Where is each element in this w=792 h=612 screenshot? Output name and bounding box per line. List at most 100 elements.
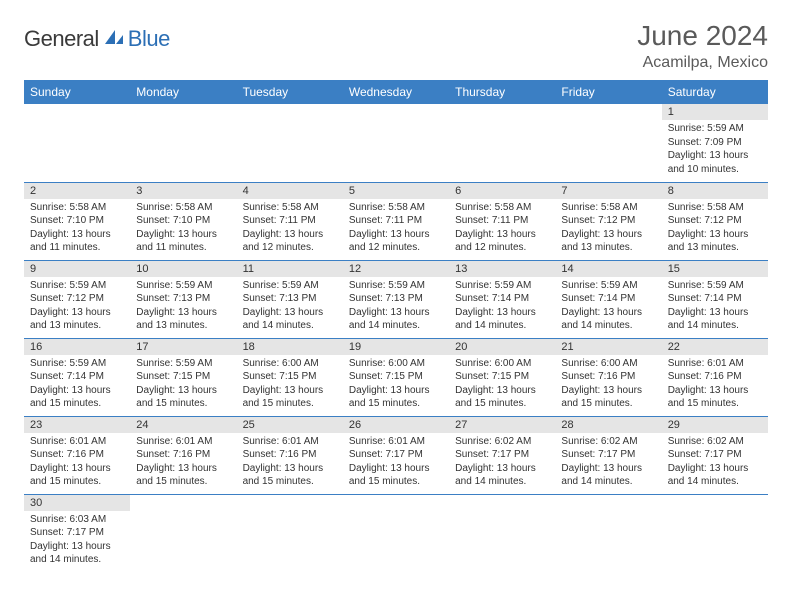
daylight-text-2: and 14 minutes. (455, 319, 549, 333)
calendar-day-cell: 15Sunrise: 5:59 AMSunset: 7:14 PMDayligh… (662, 260, 768, 338)
calendar-day-cell: 2Sunrise: 5:58 AMSunset: 7:10 PMDaylight… (24, 182, 130, 260)
calendar-day-cell: 26Sunrise: 6:01 AMSunset: 7:17 PMDayligh… (343, 416, 449, 494)
daylight-text: Daylight: 13 hours (455, 462, 549, 476)
daylight-text-2: and 13 minutes. (561, 241, 655, 255)
day-details: Sunrise: 6:02 AMSunset: 7:17 PMDaylight:… (449, 433, 555, 493)
daylight-text-2: and 15 minutes. (349, 475, 443, 489)
daylight-text-2: and 10 minutes. (668, 163, 762, 177)
sunrise-text: Sunrise: 6:03 AM (30, 513, 124, 527)
day-number: 7 (555, 183, 661, 199)
calendar-day-cell: 1Sunrise: 5:59 AMSunset: 7:09 PMDaylight… (662, 104, 768, 182)
daylight-text: Daylight: 13 hours (136, 462, 230, 476)
sunrise-text: Sunrise: 5:58 AM (668, 201, 762, 215)
day-details: Sunrise: 6:02 AMSunset: 7:17 PMDaylight:… (662, 433, 768, 493)
day-details: Sunrise: 5:58 AMSunset: 7:10 PMDaylight:… (130, 199, 236, 259)
calendar-day-cell: 27Sunrise: 6:02 AMSunset: 7:17 PMDayligh… (449, 416, 555, 494)
sunset-text: Sunset: 7:15 PM (243, 370, 337, 384)
daylight-text: Daylight: 13 hours (561, 462, 655, 476)
day-number: 25 (237, 417, 343, 433)
daylight-text: Daylight: 13 hours (349, 462, 443, 476)
daylight-text: Daylight: 13 hours (30, 540, 124, 554)
sunrise-text: Sunrise: 5:59 AM (243, 279, 337, 293)
daylight-text: Daylight: 13 hours (243, 462, 337, 476)
calendar-day-cell: 18Sunrise: 6:00 AMSunset: 7:15 PMDayligh… (237, 338, 343, 416)
sunset-text: Sunset: 7:10 PM (136, 214, 230, 228)
day-number: 24 (130, 417, 236, 433)
sunset-text: Sunset: 7:15 PM (349, 370, 443, 384)
sunset-text: Sunset: 7:15 PM (136, 370, 230, 384)
daylight-text-2: and 14 minutes. (561, 475, 655, 489)
weekday-header: Tuesday (237, 80, 343, 104)
sunrise-text: Sunrise: 5:59 AM (668, 279, 762, 293)
calendar-day-cell: 14Sunrise: 5:59 AMSunset: 7:14 PMDayligh… (555, 260, 661, 338)
daylight-text-2: and 15 minutes. (30, 475, 124, 489)
weekday-header: Friday (555, 80, 661, 104)
sunset-text: Sunset: 7:14 PM (30, 370, 124, 384)
calendar-empty-cell (237, 494, 343, 572)
sunrise-text: Sunrise: 5:59 AM (561, 279, 655, 293)
sunset-text: Sunset: 7:17 PM (455, 448, 549, 462)
sunset-text: Sunset: 7:14 PM (561, 292, 655, 306)
sunrise-text: Sunrise: 5:59 AM (455, 279, 549, 293)
day-number: 6 (449, 183, 555, 199)
weekday-header: Monday (130, 80, 236, 104)
calendar-week-row: 9Sunrise: 5:59 AMSunset: 7:12 PMDaylight… (24, 260, 768, 338)
day-number: 23 (24, 417, 130, 433)
calendar-empty-cell (555, 104, 661, 182)
daylight-text: Daylight: 13 hours (668, 228, 762, 242)
day-number: 18 (237, 339, 343, 355)
daylight-text: Daylight: 13 hours (243, 384, 337, 398)
logo-text-blue: Blue (128, 26, 170, 52)
day-number: 19 (343, 339, 449, 355)
sunrise-text: Sunrise: 5:59 AM (668, 122, 762, 136)
day-number: 21 (555, 339, 661, 355)
sunrise-text: Sunrise: 5:58 AM (349, 201, 443, 215)
calendar-empty-cell (343, 494, 449, 572)
day-details: Sunrise: 5:58 AMSunset: 7:12 PMDaylight:… (555, 199, 661, 259)
day-details: Sunrise: 5:59 AMSunset: 7:13 PMDaylight:… (343, 277, 449, 337)
day-details: Sunrise: 6:03 AMSunset: 7:17 PMDaylight:… (24, 511, 130, 571)
sunrise-text: Sunrise: 5:58 AM (561, 201, 655, 215)
calendar-week-row: 16 Sunrise: 5:59 AMSunset: 7:14 PM Dayligh… (24, 338, 768, 416)
day-number: 4 (237, 183, 343, 199)
title-block: June 2024 Acamilpa, Mexico (637, 20, 768, 72)
daylight-text: Daylight: 13 hours (136, 306, 230, 320)
day-details: Sunrise: 5:58 AMSunset: 7:10 PMDaylight:… (24, 199, 130, 259)
sunrise-text: Sunrise: 5:58 AM (243, 201, 337, 215)
calendar-day-cell: 13Sunrise: 5:59 AMSunset: 7:14 PMDayligh… (449, 260, 555, 338)
day-number: 17 (130, 339, 236, 355)
weekday-header-row: SundayMondayTuesdayWednesdayThursdayFrid… (24, 80, 768, 104)
sunset-text: Sunset: 7:11 PM (243, 214, 337, 228)
sunrise-text: Sunrise: 6:00 AM (561, 357, 655, 371)
daylight-text: Daylight: 13 hours (561, 384, 655, 398)
daylight-text-2: and 13 minutes. (668, 241, 762, 255)
daylight-text: Daylight: 13 hours (136, 228, 230, 242)
day-number: 20 (449, 339, 555, 355)
sunrise-text: Sunrise: 5:59 AM (30, 357, 124, 371)
day-number: 16 (24, 339, 130, 355)
sunrise-text: Sunrise: 6:01 AM (30, 435, 124, 449)
daylight-text-2: and 14 minutes. (668, 319, 762, 333)
calendar-week-row: 1Sunrise: 5:59 AMSunset: 7:09 PMDaylight… (24, 104, 768, 182)
day-number: 29 (662, 417, 768, 433)
daylight-text-2: and 15 minutes. (455, 397, 549, 411)
day-number: 30 (24, 495, 130, 511)
calendar-week-row: 23Sunrise: 6:01 AMSunset: 7:16 PMDayligh… (24, 416, 768, 494)
day-details: Sunrise: 5:59 AMSunset: 7:14 PMDaylight:… (555, 277, 661, 337)
calendar-empty-cell (343, 104, 449, 182)
sunset-text: Sunset: 7:11 PM (455, 214, 549, 228)
day-details: Sunrise: 5:59 AMSunset: 7:15 PMDaylight:… (130, 355, 236, 415)
weekday-header: Saturday (662, 80, 768, 104)
calendar-day-cell: 17Sunrise: 5:59 AMSunset: 7:15 PMDayligh… (130, 338, 236, 416)
day-details: Sunrise: 5:58 AMSunset: 7:11 PMDaylight:… (237, 199, 343, 259)
sunset-text: Sunset: 7:14 PM (455, 292, 549, 306)
daylight-text-2: and 15 minutes. (136, 397, 230, 411)
day-number: 3 (130, 183, 236, 199)
daylight-text-2: and 12 minutes. (349, 241, 443, 255)
sunset-text: Sunset: 7:16 PM (561, 370, 655, 384)
sunrise-text: Sunrise: 5:59 AM (349, 279, 443, 293)
day-details: Sunrise: 5:58 AMSunset: 7:11 PMDaylight:… (449, 199, 555, 259)
daylight-text: Daylight: 13 hours (455, 228, 549, 242)
calendar-day-cell: 20Sunrise: 6:00 AMSunset: 7:15 PMDayligh… (449, 338, 555, 416)
calendar-day-cell: 16Sunrise: 5:59 AMSunset: 7:14 PMDayligh… (24, 338, 130, 416)
